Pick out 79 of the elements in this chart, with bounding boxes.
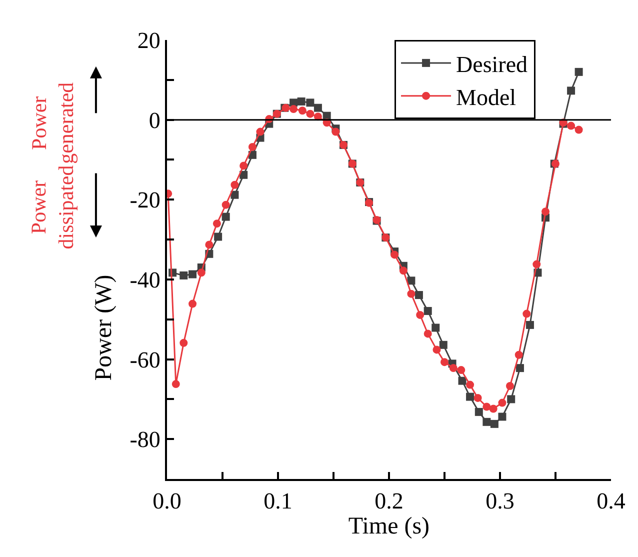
x-tick-label: 0.1 <box>264 488 292 514</box>
point <box>567 122 576 130</box>
point <box>306 110 314 118</box>
point <box>240 170 248 179</box>
point <box>212 220 221 228</box>
point <box>314 104 322 112</box>
point <box>332 128 340 136</box>
point <box>457 366 466 374</box>
point <box>482 418 491 426</box>
legend-label: Desired <box>456 52 528 77</box>
point <box>574 126 583 134</box>
point <box>507 395 516 404</box>
point <box>482 402 491 411</box>
text: Power generated <box>26 82 78 164</box>
y-tick-label: 20 <box>137 28 160 54</box>
point <box>230 180 239 189</box>
point <box>214 232 222 241</box>
x-tick-label: 0.2 <box>374 488 404 514</box>
point <box>416 310 424 319</box>
point <box>498 398 506 407</box>
y-tick-label: 0 <box>148 108 160 133</box>
point <box>490 420 498 428</box>
point <box>466 380 474 389</box>
point <box>172 380 180 388</box>
point <box>256 128 264 136</box>
point <box>180 338 188 347</box>
point <box>432 324 440 332</box>
point <box>297 97 306 106</box>
point <box>440 358 448 366</box>
y-tick-label: -40 <box>130 268 160 292</box>
y-tick-label: -60 <box>130 347 160 372</box>
point <box>407 276 416 285</box>
point <box>542 208 550 216</box>
point <box>205 240 214 249</box>
point <box>248 142 256 151</box>
point <box>474 408 483 416</box>
point <box>180 271 188 280</box>
y-tick-label: -80 <box>130 427 160 452</box>
point <box>466 392 474 401</box>
point <box>188 300 197 308</box>
point <box>230 190 239 199</box>
point <box>407 290 416 298</box>
point <box>474 394 482 402</box>
point <box>567 86 576 95</box>
x-axis-title: Time (s) <box>348 514 430 540</box>
point <box>390 250 399 259</box>
point <box>306 98 314 107</box>
point <box>532 260 541 268</box>
x-tick-label: 0.0 <box>152 488 182 514</box>
point <box>489 404 498 413</box>
point <box>424 330 432 338</box>
point <box>290 105 298 114</box>
point <box>522 310 531 318</box>
x-tick-label: 0.4 <box>596 488 626 514</box>
point <box>498 412 506 421</box>
point <box>240 162 248 170</box>
point <box>414 291 423 300</box>
text: Power dissipated <box>26 164 78 250</box>
point <box>516 364 524 372</box>
point <box>290 98 298 107</box>
point <box>298 106 306 115</box>
point <box>188 270 197 278</box>
point <box>399 266 408 275</box>
point <box>197 268 206 277</box>
legend-label: Model <box>456 84 516 110</box>
point <box>222 212 230 221</box>
point <box>514 350 523 359</box>
x-tick-label: 0.3 <box>486 488 514 514</box>
point <box>526 320 534 329</box>
point <box>449 364 458 372</box>
point <box>574 68 583 76</box>
y-axis-title: Power (W) <box>90 274 117 381</box>
point <box>424 306 432 315</box>
point <box>439 340 448 349</box>
point <box>506 382 514 390</box>
y-tick-label: -20 <box>130 188 160 213</box>
point <box>458 376 466 385</box>
point <box>222 200 230 209</box>
point <box>432 346 441 354</box>
